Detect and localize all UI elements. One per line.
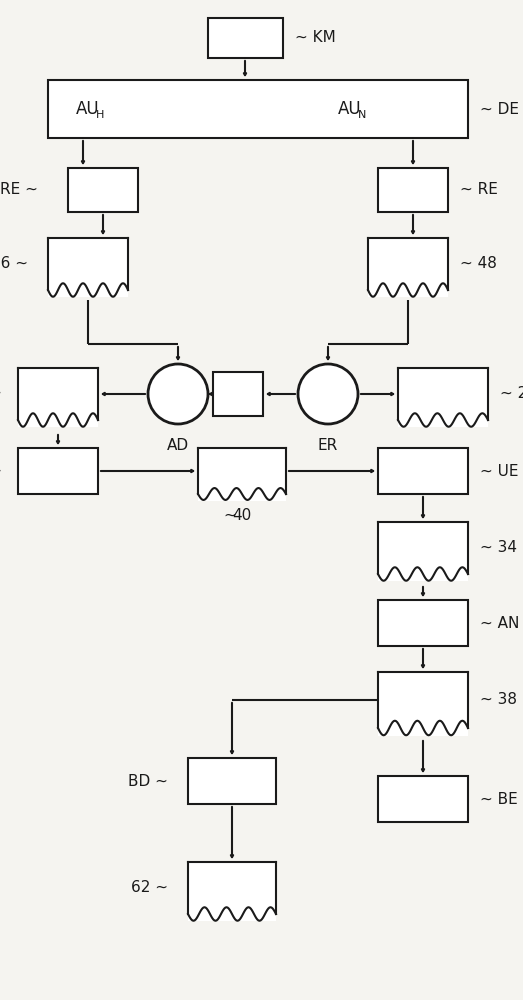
Bar: [378, 168, 448, 212]
Text: ~ BE: ~ BE: [480, 792, 518, 806]
Circle shape: [298, 364, 358, 424]
Text: ~ KM: ~ KM: [295, 30, 336, 45]
Text: 22 ~: 22 ~: [0, 386, 2, 401]
Circle shape: [148, 364, 208, 424]
Text: 40: 40: [232, 508, 252, 523]
Bar: [368, 238, 448, 297]
Text: 62 ~: 62 ~: [131, 880, 168, 896]
Bar: [18, 368, 98, 427]
Text: 46 ~: 46 ~: [0, 256, 28, 271]
Text: ~ AN: ~ AN: [480, 615, 519, 631]
Text: ~ UE: ~ UE: [480, 464, 518, 479]
Bar: [378, 672, 468, 736]
Text: N: N: [358, 110, 367, 120]
Bar: [208, 18, 283, 58]
Text: ~ 34: ~ 34: [480, 540, 517, 556]
Text: ~ DE: ~ DE: [480, 102, 519, 116]
Bar: [188, 758, 276, 804]
Bar: [68, 168, 138, 212]
Bar: [198, 448, 286, 501]
Text: AU: AU: [338, 100, 361, 118]
Text: ER: ER: [318, 438, 338, 453]
Bar: [188, 862, 276, 921]
Bar: [378, 448, 468, 494]
Text: AU: AU: [76, 100, 99, 118]
Text: ~ RE: ~ RE: [460, 182, 498, 198]
Text: ~: ~: [223, 508, 236, 523]
Text: SE ~: SE ~: [0, 464, 2, 479]
Bar: [213, 372, 263, 416]
Text: H: H: [96, 110, 105, 120]
Text: AD: AD: [167, 438, 189, 453]
Bar: [48, 238, 128, 297]
Text: BD ~: BD ~: [128, 774, 168, 788]
Text: ~ 48: ~ 48: [460, 256, 497, 271]
Text: RE ~: RE ~: [0, 182, 38, 198]
Text: ~ 20: ~ 20: [500, 386, 523, 401]
Bar: [48, 80, 468, 138]
Bar: [18, 448, 98, 494]
Bar: [378, 600, 468, 646]
Bar: [398, 368, 488, 427]
Text: ~ 38: ~ 38: [480, 692, 517, 708]
Bar: [378, 776, 468, 822]
Bar: [378, 522, 468, 581]
